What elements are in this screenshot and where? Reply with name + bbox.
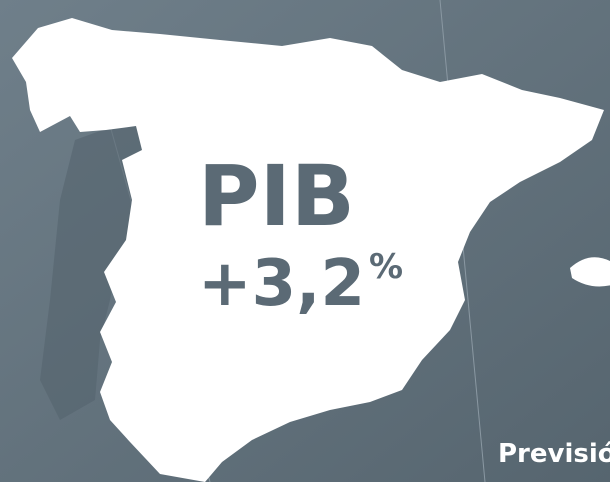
spain-map [12, 18, 604, 482]
portugal [40, 120, 150, 420]
balearic-islands [570, 257, 610, 287]
caption: Previsión [498, 439, 610, 469]
headline-title: PIB [198, 147, 355, 245]
headline-value: +3,2 [198, 247, 365, 321]
headline-unit: % [369, 247, 403, 287]
